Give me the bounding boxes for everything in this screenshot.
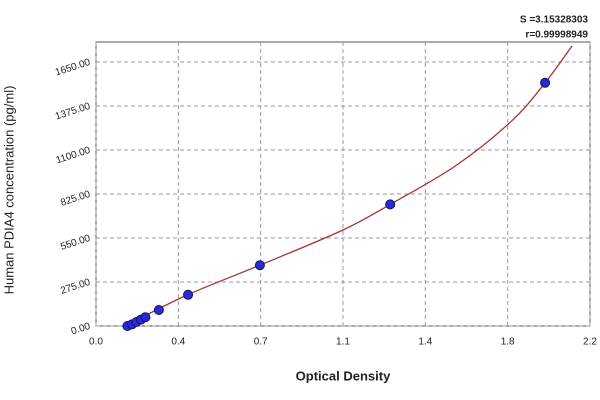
- annotation: S =3.15328303: [520, 15, 589, 26]
- y-tick-label: 1100.00: [55, 145, 92, 167]
- y-tick-label: 825.00: [59, 189, 92, 209]
- x-tick-label: 1.4: [418, 337, 432, 348]
- y-tick-label: 550.00: [59, 233, 92, 253]
- data-point: [153, 305, 164, 315]
- data-point: [183, 289, 194, 300]
- y-axis-label: Human PDIA4 concentration (pg/ml): [1, 86, 16, 295]
- x-axis-label: Optical Density: [296, 368, 391, 383]
- y-tick-label: 0.00: [70, 321, 92, 338]
- data-point: [540, 77, 551, 88]
- y-tick-label: 1650.00: [54, 57, 92, 79]
- x-tick-label: 1.1: [336, 337, 350, 348]
- x-tick-label: 0.0: [89, 337, 103, 348]
- x-tick-label: 0.7: [254, 337, 268, 348]
- annotation: r=0.99998949: [525, 30, 588, 41]
- data-point: [140, 312, 151, 323]
- data-point: [385, 199, 396, 210]
- x-tick-label: 0.4: [171, 337, 185, 348]
- y-tick-label: 1375.00: [54, 101, 92, 123]
- x-tick-label: 1.8: [501, 337, 515, 348]
- x-tick-label: 2.2: [583, 337, 597, 348]
- data-point: [254, 260, 265, 271]
- y-tick-label: 275.00: [59, 277, 92, 297]
